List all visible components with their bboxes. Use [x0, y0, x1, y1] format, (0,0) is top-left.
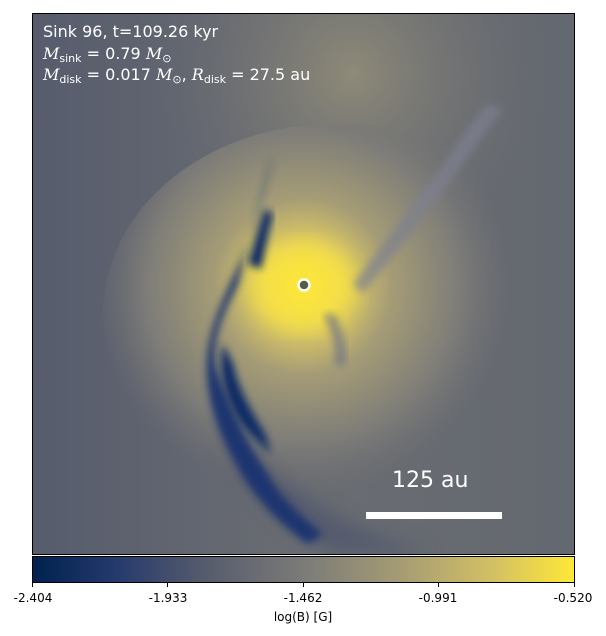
msink-subscript: sink — [59, 52, 82, 65]
colorbar — [32, 556, 575, 583]
field-image — [33, 14, 574, 554]
colorbar-tick-label: -0.991 — [418, 591, 458, 605]
sink-time-text: Sink 96, t=109.26 kyr — [43, 22, 219, 41]
sink-time-label: Sink 96, t=109.26 kyr — [43, 21, 218, 42]
rdisk-value: = 27.5 au — [225, 65, 311, 84]
scale-bar-label: 125 au — [392, 468, 469, 493]
colorbar-tick — [303, 583, 304, 587]
colorbar-tick — [167, 583, 168, 587]
msink-value: = 0.79 — [81, 44, 146, 63]
colorbar-tick — [32, 583, 33, 587]
colorbar-tick — [438, 583, 439, 587]
mdisk-symbol: M — [43, 65, 60, 84]
colorbar-tick — [574, 583, 575, 587]
solar-mass-symbol: M — [156, 65, 173, 84]
separator-comma: , — [181, 65, 187, 84]
mdisk-value: = 0.017 — [81, 65, 156, 84]
colorbar-tick-label: -1.462 — [283, 591, 323, 605]
disk-properties-label: Mdisk = 0.017 M⊙, Rdisk = 27.5 au — [43, 64, 310, 90]
colorbar-label: log(B) [G] — [273, 610, 333, 624]
sink-marker — [297, 278, 311, 292]
solar-subscript: ⊙ — [172, 73, 182, 86]
colorbar-tick-label: -1.933 — [148, 591, 188, 605]
mdisk-subscript: disk — [59, 73, 82, 86]
colorbar-tick-label: -2.404 — [13, 591, 53, 605]
rdisk-symbol: R — [191, 65, 204, 84]
sink-mass-label: Msink = 0.79 M⊙ — [43, 43, 171, 69]
colorbar-tick-label: -0.520 — [553, 591, 593, 605]
rdisk-subscript: disk — [203, 73, 226, 86]
msink-symbol: M — [43, 44, 60, 63]
magnetic-field-map — [32, 13, 575, 555]
solar-mass-symbol: M — [145, 44, 163, 63]
scale-bar — [366, 512, 502, 519]
solar-subscript: ⊙ — [162, 52, 172, 65]
